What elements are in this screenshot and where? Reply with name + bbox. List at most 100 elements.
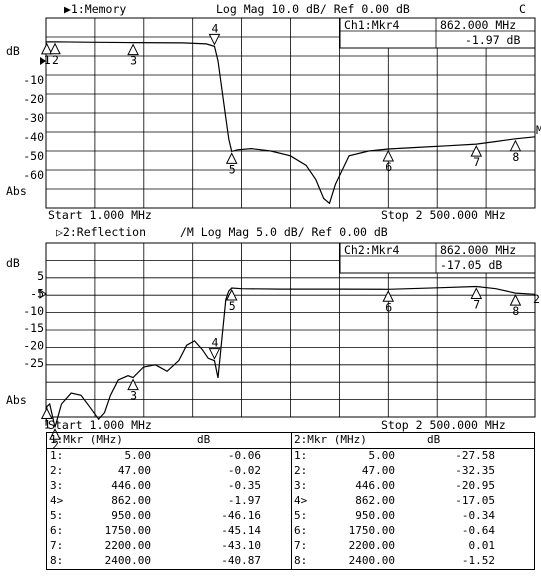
ch2-marker-freq: 2200.00 [348, 539, 395, 552]
ch1-header-left: ▶1:Memory [64, 2, 126, 16]
ch2-marker-id: 3: [294, 479, 308, 492]
ch2-marker-box-value: -17.05 dB [440, 258, 502, 272]
ch2-marker-box-title: Ch2:Mkr4 [344, 243, 399, 257]
ch1-marker-freq: 862.00 [111, 494, 151, 507]
ch2-y-tick-label: -10 [23, 304, 44, 318]
ch2-marker-freq: 1750.00 [348, 524, 395, 537]
ch2-y-tick-label: -25 [23, 356, 44, 370]
ch2-marker-1-label: 1 [44, 417, 51, 431]
ch2-table-head-freq: 2:Mkr (MHz) [294, 433, 367, 446]
ch1-trace [45, 41, 536, 205]
ch1-marker-2-icon[interactable] [49, 42, 61, 55]
ch2-panel: ▷2:Reflection /M Log Mag 5.0 dB/ Ref 0.0… [6, 225, 540, 452]
ch2-marker-value: -1.52 [461, 554, 495, 567]
ch1-table-head-unit: dB [197, 433, 211, 446]
ch1-marker-7-icon[interactable] [470, 144, 483, 157]
ch1-marker-3-label: 3 [130, 54, 137, 68]
ch2-marker-id: 6: [294, 524, 308, 537]
ch2-marker-row: 1: 5.00 -27.58 [291, 449, 535, 464]
ch1-marker-box-freq: 862.000 MHz [440, 18, 516, 32]
ch2-unit-label: dB [6, 256, 20, 270]
ch2-marker-value: -17.05 [455, 494, 495, 507]
ch2-marker-7-icon[interactable] [470, 287, 483, 299]
ch1-marker-1-icon[interactable] [40, 42, 53, 55]
ch2-marker-4-icon[interactable] [208, 348, 221, 360]
ch1-y-tick-label: -30 [23, 111, 44, 125]
ch2-marker-row: 4> 862.00 -17.05 [291, 494, 535, 509]
ch1-marker-id: 3: [50, 479, 64, 492]
ch1-marker-freq: 2200.00 [104, 539, 151, 552]
ch2-y-ticks: 5 -5 -10 -15 -20 -25 [23, 269, 44, 370]
ch1-marker-5-icon[interactable] [225, 152, 238, 164]
ch1-marker-value: -0.35 [227, 479, 261, 492]
ch2-marker-row: 7: 2200.00 0.01 [291, 539, 535, 554]
ch2-marker-3-icon[interactable] [127, 378, 139, 391]
ch2-marker-1-icon[interactable] [40, 407, 53, 419]
ch1-marker-value: -46.16 [221, 509, 261, 522]
ch1-marker-8-icon[interactable] [509, 139, 522, 152]
ch1-marker-row: 1: 5.00 -0.06 [47, 449, 291, 464]
ch1-marker-3-icon[interactable] [127, 43, 139, 56]
ch1-marker-row: 8: 2400.00 -40.87 [47, 554, 291, 569]
ch2-trace [45, 285, 536, 428]
ch2-start: Start 1.000 MHz [48, 418, 152, 432]
ch1-ref-pointer-icon [40, 57, 46, 65]
ch2-marker-8-icon[interactable] [509, 293, 522, 306]
ch2-marker-7-label: 7 [473, 297, 480, 311]
ch2-marker-2-label: 2 [52, 438, 59, 452]
ch2-marker-id: 8: [294, 554, 308, 567]
ch2-marker-row: 5: 950.00 -0.34 [291, 509, 535, 524]
ch1-marker-freq: 1750.00 [104, 524, 151, 537]
ch2-header-scale: /M Log Mag 5.0 dB/ Ref 0.00 dB [180, 225, 388, 239]
ch2-plot-frame [45, 242, 536, 418]
ch2-marker-freq: 446.00 [355, 479, 395, 492]
ch1-panel: ▶1:Memory Log Mag 10.0 dB/ Ref 0.00 dB C… [6, 2, 541, 222]
ch1-marker-row: 2: 47.00 -0.02 [47, 464, 291, 479]
ch1-marker-6-label: 6 [385, 160, 392, 174]
ch1-marker-4-icon[interactable] [208, 33, 221, 46]
ch1-marker-8-label: 8 [512, 150, 519, 164]
ch2-marker-5-label: 5 [229, 299, 236, 313]
ch1-marker-value: -1.97 [227, 494, 261, 507]
ch2-marker-5-icon[interactable] [225, 288, 238, 301]
ch2-marker-freq: 950.00 [355, 509, 395, 522]
ch2-marker-freq: 862.00 [355, 494, 395, 507]
ch2-marker-6-icon[interactable] [382, 290, 395, 302]
ch1-marker-2-label: 2 [52, 53, 59, 67]
ch1-marker-list: 1:Mkr (MHz) dB 1: 5.00 -0.06 2: 47.00 -0.02 3:… [47, 433, 292, 569]
ch1-y-tick-label: -10 [23, 73, 44, 87]
ch1-table-header: 1:Mkr (MHz) dB [47, 433, 291, 449]
ch1-marker-id: 2: [50, 464, 64, 477]
ch1-marker-row: 4> 862.00 -1.97 [47, 494, 291, 509]
ch1-marker-7-label: 7 [473, 155, 480, 169]
ch1-marker-row: 5: 950.00 -46.16 [47, 509, 291, 524]
ch2-marker-value: -32.35 [455, 464, 495, 477]
ch2-marker-row: 3: 446.00 -20.95 [291, 479, 535, 494]
ch2-marker-row: 2: 47.00 -32.35 [291, 464, 535, 479]
ch1-marker-6-icon[interactable] [382, 149, 395, 162]
ch2-marker-id: 7: [294, 539, 308, 552]
ch2-stop: Stop 2 500.000 MHz [381, 418, 506, 432]
ch2-marker-3-label: 3 [130, 389, 137, 403]
ch1-marker-row: 6: 1750.00 -45.14 [47, 524, 291, 539]
ch2-marker-8-label: 8 [512, 304, 519, 318]
ch1-marker-id: 1: [50, 449, 64, 462]
ch1-marker-id: 8: [50, 554, 64, 567]
ch1-y-tick-label: -50 [23, 149, 44, 163]
ch1-markers: 1 2 3 4 5 6 7 8 [40, 21, 522, 176]
ch1-marker-value: -40.87 [221, 554, 261, 567]
ch2-marker-2-icon[interactable] [49, 428, 61, 440]
ch2-marker-id: 1: [294, 449, 308, 462]
ch1-marker-id: 5: [50, 509, 64, 522]
ch2-table-head-unit: dB [427, 433, 441, 446]
ch2-marker-value: -0.64 [461, 524, 495, 537]
ch1-marker-box-value: -1.97 dB [465, 33, 520, 47]
ch2-y-tick-label: -5 [30, 286, 44, 300]
ch1-plot-frame [45, 17, 536, 209]
ch1-marker-value: -45.14 [221, 524, 261, 537]
ch2-table-header: 2:Mkr (MHz) dB [291, 433, 535, 449]
ch1-marker-freq: 2400.00 [104, 554, 151, 567]
ch1-unit-label: dB [6, 44, 20, 58]
